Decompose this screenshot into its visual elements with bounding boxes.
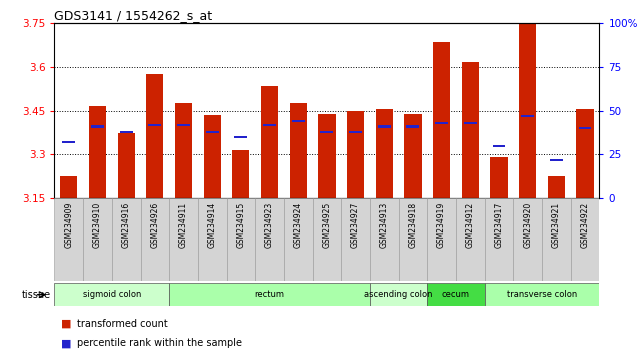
Bar	[255, 198, 284, 281]
Text: GSM234913: GSM234913	[379, 201, 388, 248]
Bar	[347, 110, 364, 198]
Text: GSM234915: GSM234915	[237, 201, 246, 248]
Text: transverse colon: transverse colon	[507, 290, 577, 299]
Bar	[320, 131, 333, 133]
Text: GSM234926: GSM234926	[151, 201, 160, 248]
Bar	[456, 198, 485, 281]
Text: GSM234922: GSM234922	[581, 201, 590, 248]
Bar	[370, 198, 399, 281]
Bar	[406, 125, 419, 127]
Text: GSM234910: GSM234910	[93, 201, 102, 248]
Bar	[290, 103, 307, 198]
Bar	[547, 176, 565, 198]
Bar	[485, 198, 513, 281]
Bar	[292, 120, 304, 122]
Bar	[399, 198, 428, 281]
Bar	[54, 198, 83, 281]
Text: GSM234920: GSM234920	[523, 201, 532, 248]
Bar	[198, 198, 226, 281]
Bar	[263, 124, 276, 126]
Bar	[485, 283, 599, 306]
Text: rectum: rectum	[254, 290, 285, 299]
Bar	[60, 176, 78, 198]
Bar	[83, 198, 112, 281]
Text: GSM234916: GSM234916	[122, 201, 131, 248]
Bar	[550, 159, 563, 161]
Bar	[140, 198, 169, 281]
Bar	[521, 115, 534, 117]
Bar	[464, 122, 477, 124]
Text: sigmoid colon: sigmoid colon	[83, 290, 141, 299]
Bar	[235, 136, 247, 138]
Bar	[284, 198, 313, 281]
Text: GSM234909: GSM234909	[64, 201, 73, 248]
Bar	[570, 198, 599, 281]
Text: ■: ■	[61, 338, 71, 348]
Bar	[462, 62, 479, 198]
Bar	[175, 103, 192, 198]
Text: GSM234912: GSM234912	[466, 201, 475, 248]
Text: ■: ■	[61, 319, 71, 329]
Bar	[146, 74, 163, 198]
Bar	[54, 283, 169, 306]
Bar	[513, 198, 542, 281]
Text: GSM234925: GSM234925	[322, 201, 331, 248]
Text: tissue: tissue	[22, 290, 51, 300]
Text: GSM234917: GSM234917	[494, 201, 503, 248]
Bar	[492, 144, 505, 147]
Text: GSM234927: GSM234927	[351, 201, 360, 248]
Text: percentile rank within the sample: percentile rank within the sample	[77, 338, 242, 348]
Text: ascending colon: ascending colon	[364, 290, 433, 299]
Text: GSM234924: GSM234924	[294, 201, 303, 248]
Bar	[89, 106, 106, 198]
Bar	[428, 283, 485, 306]
Bar	[542, 198, 570, 281]
Bar	[226, 198, 255, 281]
Bar	[349, 131, 362, 133]
Bar	[579, 127, 592, 129]
Bar	[313, 198, 341, 281]
Bar	[376, 109, 393, 198]
Text: GSM234914: GSM234914	[208, 201, 217, 248]
Text: GSM234918: GSM234918	[408, 201, 417, 248]
Text: GSM234911: GSM234911	[179, 201, 188, 248]
Text: GDS3141 / 1554262_s_at: GDS3141 / 1554262_s_at	[54, 9, 213, 22]
Text: GSM234923: GSM234923	[265, 201, 274, 248]
Bar	[435, 122, 448, 124]
Bar	[206, 131, 219, 133]
Bar	[370, 283, 428, 306]
Bar	[117, 132, 135, 198]
Bar	[490, 157, 508, 198]
Bar	[404, 114, 422, 198]
Bar	[433, 42, 450, 198]
Bar	[519, 23, 537, 198]
Text: cecum: cecum	[442, 290, 470, 299]
Bar	[576, 109, 594, 198]
Bar	[261, 86, 278, 198]
Bar	[169, 198, 198, 281]
Bar	[319, 114, 335, 198]
Bar	[177, 124, 190, 126]
Bar	[91, 125, 104, 127]
Bar	[428, 198, 456, 281]
Bar	[232, 150, 249, 198]
Bar	[204, 115, 221, 198]
Bar	[120, 131, 133, 133]
Text: GSM234921: GSM234921	[552, 201, 561, 248]
Bar	[149, 124, 162, 126]
Bar	[112, 198, 140, 281]
Text: transformed count: transformed count	[77, 319, 168, 329]
Bar	[169, 283, 370, 306]
Bar	[378, 125, 391, 127]
Bar	[62, 141, 75, 143]
Text: GSM234919: GSM234919	[437, 201, 446, 248]
Bar	[341, 198, 370, 281]
